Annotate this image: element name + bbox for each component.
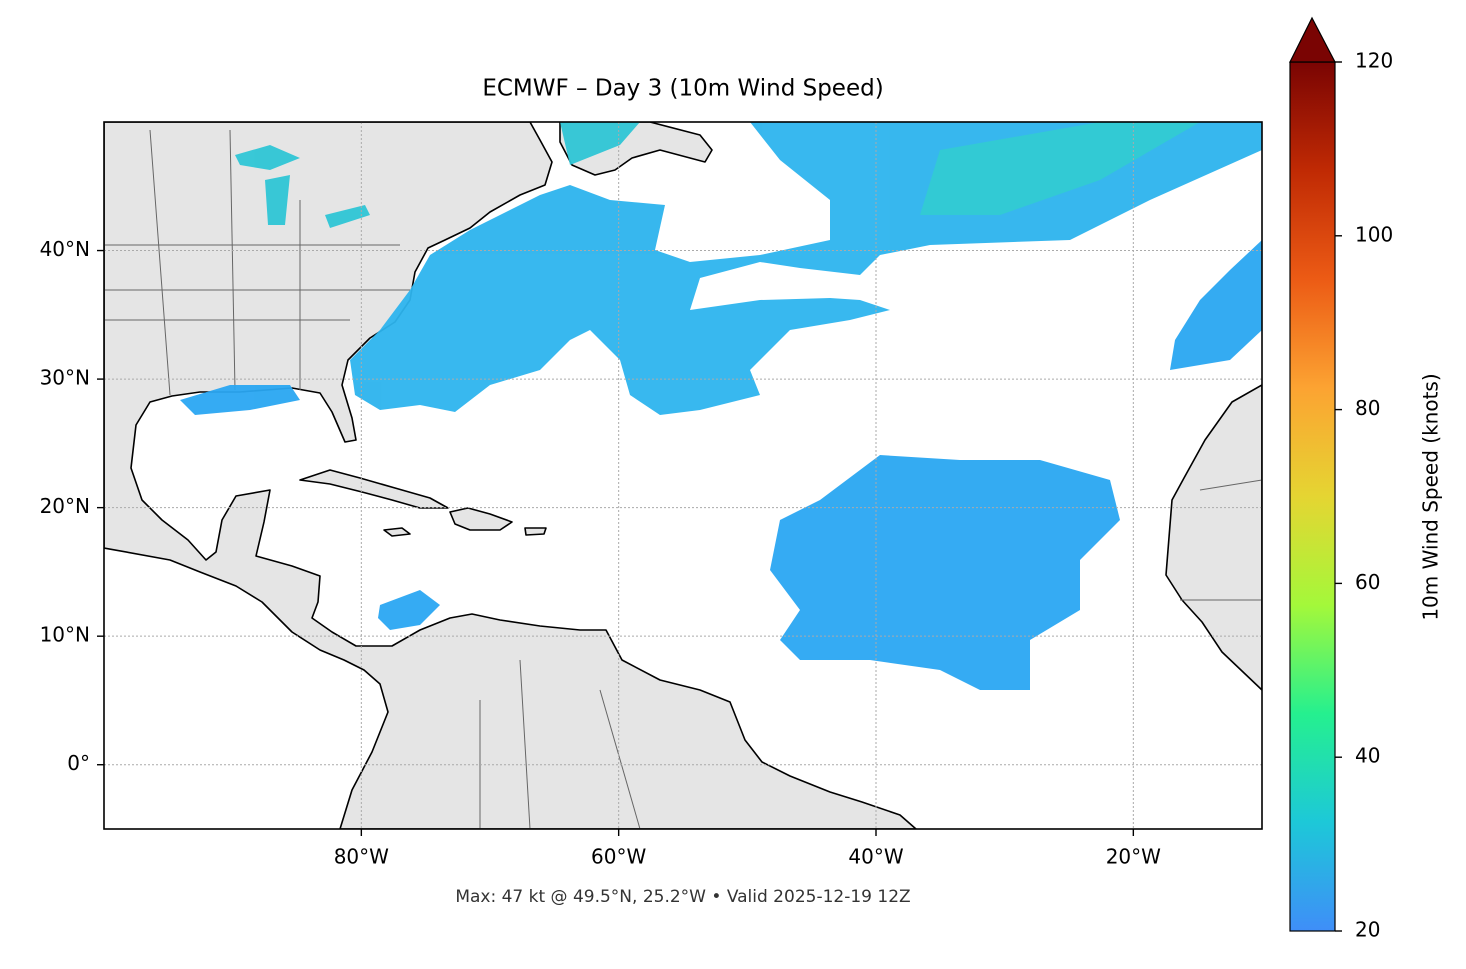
x-tick-label: 60°W	[591, 845, 646, 869]
colorbar-tick-label: 20	[1355, 918, 1380, 942]
wind-field	[180, 122, 1262, 690]
y-tick-label: 10°N	[40, 623, 90, 647]
y-tick-label: 40°N	[40, 237, 90, 261]
axes: 80°W 60°W 40°W 20°W 0° 10°N 20°N 30°N 40°N	[40, 237, 1162, 868]
grid	[104, 122, 1262, 829]
colorbar-tick-label: 100	[1355, 222, 1393, 246]
hispaniola	[449, 507, 513, 531]
wind-area	[1170, 240, 1262, 370]
colorbar-tick-label: 60	[1355, 570, 1380, 594]
land	[104, 122, 1262, 829]
americas	[104, 122, 917, 829]
map-frame	[103, 121, 1263, 830]
map-area	[104, 122, 1262, 829]
x-tick-label: 80°W	[334, 845, 389, 869]
colorbar-scale	[1289, 61, 1336, 932]
wind-area	[180, 385, 300, 415]
x-tick-label: 20°W	[1106, 845, 1161, 869]
x-tick-label: 40°W	[848, 845, 903, 869]
wind-area	[235, 122, 640, 228]
wind-core	[920, 122, 1200, 215]
puerto-rico	[524, 527, 547, 536]
y-tick-label: 0°	[67, 751, 90, 775]
map-title: ECMWF – Day 3 (10m Wind Speed)	[482, 76, 883, 102]
colorbar-tick-label: 40	[1355, 744, 1380, 768]
africa	[1165, 384, 1262, 691]
y-tick-label: 20°N	[40, 494, 90, 518]
wind-area	[770, 455, 1120, 690]
colorbar-tick-label: 120	[1355, 49, 1393, 73]
colorbar-extension	[1289, 16, 1336, 63]
y-tick-label: 30°N	[40, 366, 90, 390]
annotation: Max: 47 kt @ 49.5°N, 25.2°W • Valid 2025…	[455, 887, 910, 907]
colorbar-label: 10m Wind Speed (knots)	[1419, 373, 1443, 620]
wind-area	[378, 590, 440, 630]
colorbar-tick-label: 80	[1355, 396, 1380, 420]
jamaica	[383, 527, 411, 537]
colorbar: 10m Wind Speed (knots) 20 40 60 80 100 120	[1289, 16, 1443, 942]
